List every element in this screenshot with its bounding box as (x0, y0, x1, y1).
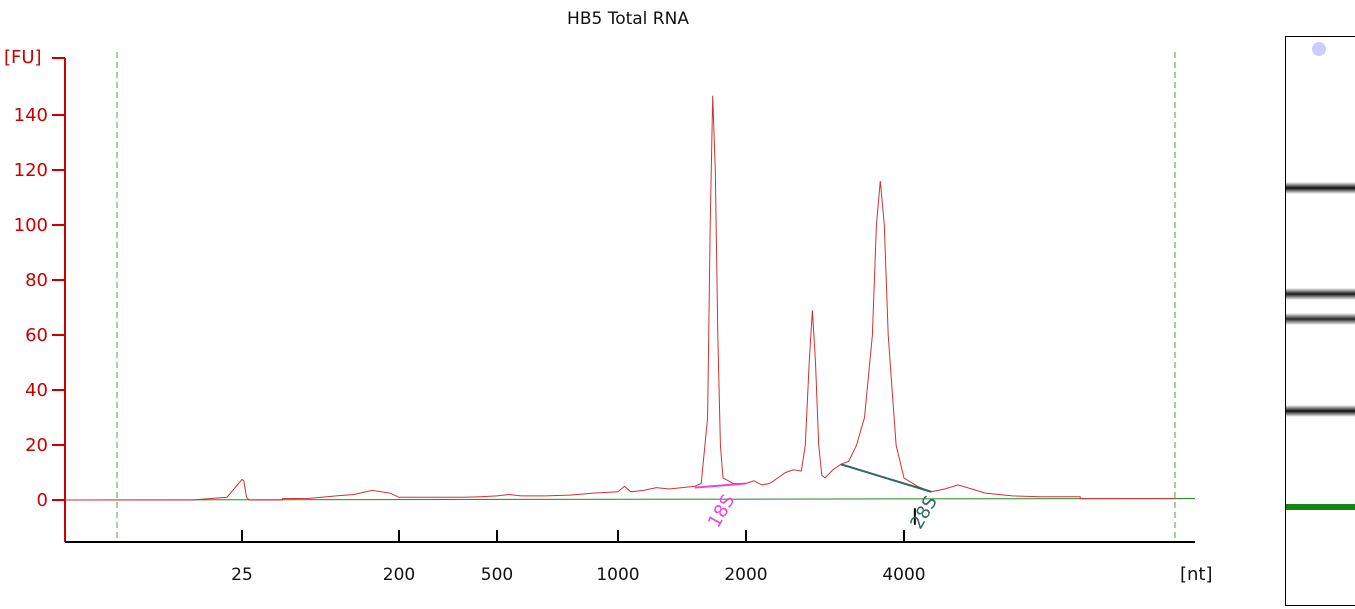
gel-lane (1285, 36, 1355, 606)
y-tick-label: 120 (14, 160, 48, 181)
y-tick-label: 80 (25, 270, 48, 291)
y-tick-label: 40 (25, 380, 48, 401)
y-tick-label: 100 (14, 215, 48, 236)
y-axis-label: [FU] (4, 47, 42, 68)
baseline-line (64, 498, 1196, 501)
x-tick-label: 25 (231, 565, 253, 585)
marker-guides (116, 52, 1176, 540)
gel-band (1286, 313, 1355, 326)
electropherogram-chart: HB5 Total RNA [FU] [nt] 0 20 40 60 80 100 120 1… (4, 9, 1213, 585)
chart-title: HB5 Total RNA (567, 9, 689, 29)
x-tick-label: 1000 (596, 565, 639, 585)
x-tick-label: 2000 (724, 565, 767, 585)
sample-dot-icon (1312, 42, 1326, 56)
gel-band (1286, 504, 1355, 511)
y-tick-label: 60 (25, 325, 48, 346)
rna-trace-line (65, 95, 1175, 501)
x-tick-label: 500 (481, 565, 513, 585)
x-tick-label: 4000 (882, 565, 925, 585)
gel-band (1286, 287, 1355, 300)
marker-18s-label: 18S (704, 491, 739, 531)
y-tick-label: 0 (37, 490, 48, 511)
y-axis: 0 20 40 60 80 100 120 140 (14, 57, 66, 542)
x-axis: 25 200 500 1000 2000 4000 (65, 530, 1195, 585)
marker-28s-baseline (840, 463, 932, 493)
gel-band (1286, 404, 1355, 417)
y-tick-label: 20 (25, 435, 48, 456)
marker-18s-baseline (694, 482, 747, 489)
gel-band (1286, 182, 1355, 195)
x-tick-label: 200 (383, 565, 415, 585)
y-tick-label: 140 (14, 105, 48, 126)
x-axis-label: [nt] (1180, 564, 1213, 585)
